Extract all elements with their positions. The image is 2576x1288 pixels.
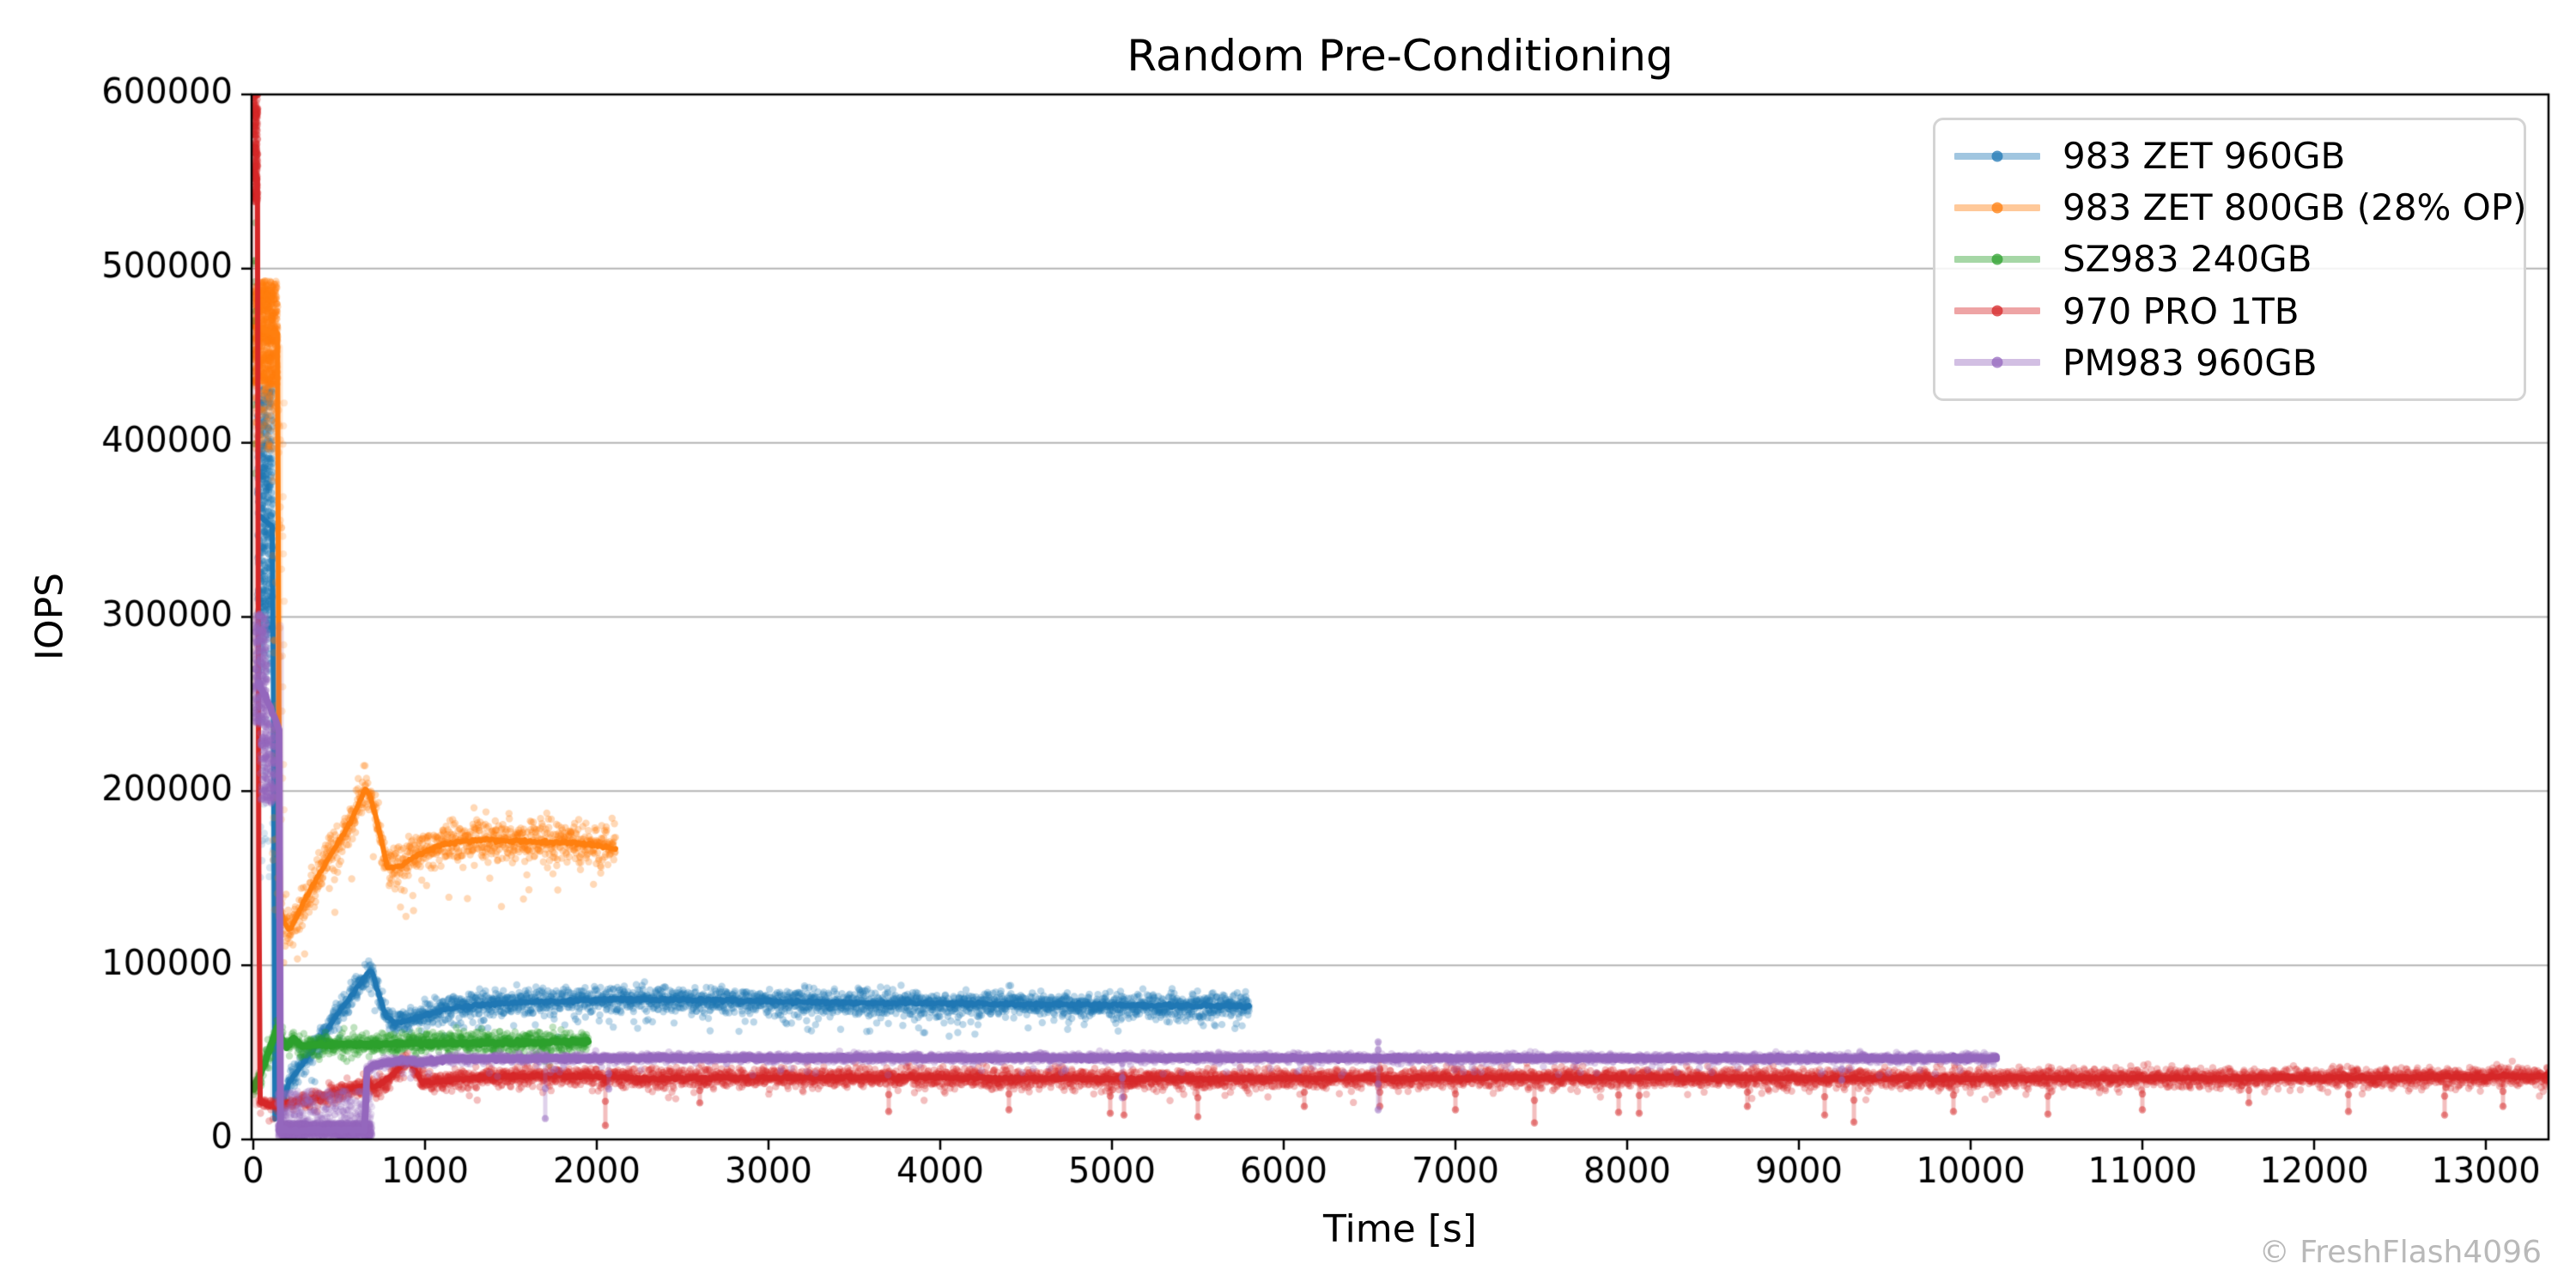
legend-item: PM983 960GB bbox=[1954, 342, 2524, 384]
legend-line-icon bbox=[1954, 356, 2040, 368]
watermark: © FreshFlash4096 bbox=[2258, 1235, 2542, 1270]
legend: 983 ZET 960GB 983 ZET 800GB (28% OP) SZ983… bbox=[1933, 118, 2527, 401]
legend-item: SZ983 240GB bbox=[1954, 238, 2524, 280]
legend-item: 970 PRO 1TB bbox=[1954, 290, 2524, 332]
legend-label: SZ983 240GB bbox=[2063, 238, 2312, 281]
legend-line-icon bbox=[1954, 253, 2040, 265]
legend-line-icon bbox=[1954, 150, 2040, 162]
x-axis-label: Time [s] bbox=[1323, 1207, 1477, 1251]
legend-label: 970 PRO 1TB bbox=[2063, 289, 2300, 332]
legend-line-icon bbox=[1954, 305, 2040, 317]
legend-line-icon bbox=[1954, 202, 2040, 214]
legend-label: PM983 960GB bbox=[2063, 341, 2318, 384]
legend-item: 983 ZET 960GB bbox=[1954, 135, 2524, 177]
legend-item: 983 ZET 800GB (28% OP) bbox=[1954, 186, 2527, 229]
y-axis-label: IOPS bbox=[27, 572, 72, 661]
chart-title: Random Pre-Conditioning bbox=[1127, 31, 1674, 81]
legend-label: 983 ZET 800GB (28% OP) bbox=[2063, 186, 2527, 229]
legend-label: 983 ZET 960GB bbox=[2063, 135, 2346, 178]
